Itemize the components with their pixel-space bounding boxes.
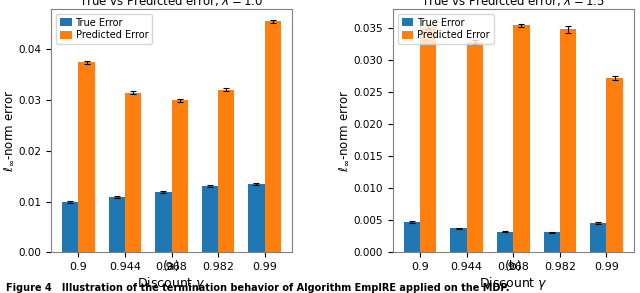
Bar (420, 27, 436, 252)
Bar (404, 222, 420, 252)
Bar (467, 42, 483, 252)
Bar (202, 186, 218, 252)
Text: Figure 4   Illustration of the termination behavior of Algorithm EmpIRE applied : Figure 4 Illustration of the termination… (6, 283, 510, 293)
Text: (a): (a) (163, 260, 180, 273)
Text: (b): (b) (504, 260, 522, 273)
Bar (590, 223, 606, 252)
Bar (172, 100, 188, 252)
Bar (248, 184, 264, 252)
Bar (560, 29, 576, 252)
X-axis label: Discount $\gamma$: Discount $\gamma$ (479, 275, 548, 292)
Title: True vs Predicted error, $\lambda = 1.0$: True vs Predicted error, $\lambda = 1.0$ (79, 0, 264, 8)
Y-axis label: $\ell_\infty$-norm error: $\ell_\infty$-norm error (3, 89, 16, 172)
Bar (218, 90, 234, 252)
Y-axis label: $\ell_\infty$-norm error: $\ell_\infty$-norm error (338, 89, 351, 172)
Bar (125, 93, 141, 252)
Title: True vs Predicted error, $\lambda = 1.5$: True vs Predicted error, $\lambda = 1.5$ (421, 0, 605, 8)
Bar (513, 25, 529, 252)
Bar (264, 21, 281, 252)
Bar (79, 62, 95, 252)
Bar (62, 202, 79, 252)
Bar (606, 78, 623, 252)
Bar (109, 197, 125, 252)
Bar (543, 232, 560, 252)
Bar (451, 228, 467, 252)
Legend: True Error, Predicted Error: True Error, Predicted Error (56, 14, 152, 44)
Legend: True Error, Predicted Error: True Error, Predicted Error (398, 14, 493, 44)
X-axis label: Discount $\gamma$: Discount $\gamma$ (137, 275, 206, 292)
Bar (156, 193, 172, 252)
Bar (497, 231, 513, 252)
